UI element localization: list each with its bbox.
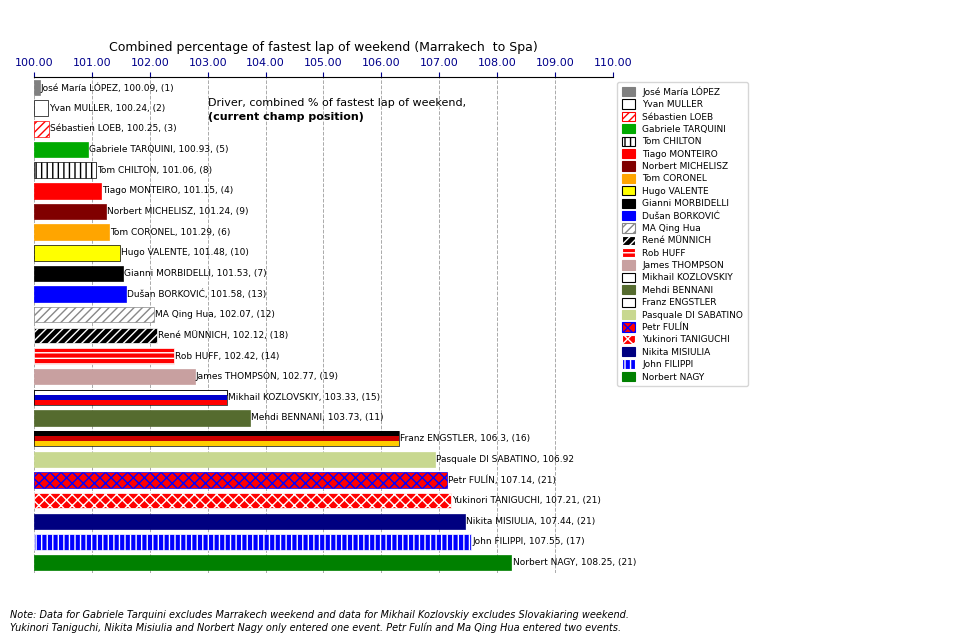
Bar bbox=[34, 307, 153, 323]
Text: (current champ position): (current champ position) bbox=[207, 112, 363, 122]
Bar bbox=[34, 534, 471, 550]
FancyBboxPatch shape bbox=[34, 431, 399, 436]
Bar bbox=[34, 493, 450, 509]
Bar bbox=[34, 348, 174, 364]
Text: Tiago MONTEIRO, 101.15, (4): Tiago MONTEIRO, 101.15, (4) bbox=[102, 187, 233, 196]
Title: Combined percentage of fastest lap of weekend (Marrakech  to Spa): Combined percentage of fastest lap of we… bbox=[109, 40, 537, 54]
Bar bbox=[34, 245, 120, 261]
Text: Nikita MISIULIA, 107.44, (21): Nikita MISIULIA, 107.44, (21) bbox=[465, 517, 594, 526]
Text: Hugo VALENTE, 101.48, (10): Hugo VALENTE, 101.48, (10) bbox=[121, 249, 249, 258]
Bar bbox=[34, 410, 250, 426]
Text: Mikhail KOZLOVSKIY, 103.33, (15): Mikhail KOZLOVSKIY, 103.33, (15) bbox=[228, 393, 380, 402]
Text: José María LÓPEZ, 100.09, (1): José María LÓPEZ, 100.09, (1) bbox=[41, 82, 174, 93]
Bar bbox=[34, 100, 48, 116]
Text: Tom CHILTON, 101.06, (8): Tom CHILTON, 101.06, (8) bbox=[97, 166, 212, 174]
Bar bbox=[34, 162, 96, 178]
Text: MA Qing Hua, 102.07, (12): MA Qing Hua, 102.07, (12) bbox=[155, 310, 275, 320]
Bar bbox=[34, 514, 464, 529]
FancyBboxPatch shape bbox=[34, 436, 399, 441]
Bar bbox=[34, 369, 194, 385]
Text: Driver, combined % of fastest lap of weekend,: Driver, combined % of fastest lap of wee… bbox=[207, 98, 465, 108]
FancyBboxPatch shape bbox=[34, 400, 227, 405]
Bar bbox=[34, 472, 446, 488]
Text: Yukinori TANIGUCHI, 107.21, (21): Yukinori TANIGUCHI, 107.21, (21) bbox=[452, 496, 601, 505]
FancyBboxPatch shape bbox=[34, 441, 399, 447]
Bar bbox=[34, 121, 49, 137]
Text: Gabriele TARQUINI, 100.93, (5): Gabriele TARQUINI, 100.93, (5) bbox=[89, 145, 229, 154]
Text: Pasquale DI SABATINO, 106.92: Pasquale DI SABATINO, 106.92 bbox=[435, 455, 573, 464]
Bar bbox=[34, 266, 123, 281]
Text: Yvan MULLER, 100.24, (2): Yvan MULLER, 100.24, (2) bbox=[49, 104, 165, 112]
Legend: José María LÓPEZ, Yvan MULLER, Sébastien LOEB, Gabriele TARQUINI, Tom CHILTON, T: José María LÓPEZ, Yvan MULLER, Sébastien… bbox=[616, 82, 747, 386]
Bar bbox=[34, 452, 434, 467]
FancyBboxPatch shape bbox=[34, 390, 227, 395]
Text: Sébastien LOEB, 100.25, (3): Sébastien LOEB, 100.25, (3) bbox=[50, 125, 177, 134]
Bar bbox=[34, 142, 88, 157]
Text: Norbert NAGY, 108.25, (21): Norbert NAGY, 108.25, (21) bbox=[512, 558, 635, 567]
Bar bbox=[34, 328, 156, 343]
Bar bbox=[34, 555, 511, 570]
Text: Rob HUFF, 102.42, (14): Rob HUFF, 102.42, (14) bbox=[175, 351, 279, 360]
Text: Tom CORONEL, 101.29, (6): Tom CORONEL, 101.29, (6) bbox=[110, 227, 231, 236]
Text: John FILIPPI, 107.55, (17): John FILIPPI, 107.55, (17) bbox=[472, 537, 584, 546]
Text: Petr FULÍN, 107.14, (21): Petr FULÍN, 107.14, (21) bbox=[447, 475, 556, 485]
Bar bbox=[34, 224, 108, 240]
Bar bbox=[34, 80, 39, 95]
Text: James THOMPSON, 102.77, (19): James THOMPSON, 102.77, (19) bbox=[195, 372, 338, 381]
Bar bbox=[34, 286, 126, 302]
Bar bbox=[34, 204, 106, 219]
Text: Gianni MORBIDELLI, 101.53, (7): Gianni MORBIDELLI, 101.53, (7) bbox=[124, 269, 267, 278]
Text: Norbert MICHELISZ, 101.24, (9): Norbert MICHELISZ, 101.24, (9) bbox=[107, 207, 248, 216]
Text: René MÜNNICH, 102.12, (18): René MÜNNICH, 102.12, (18) bbox=[158, 331, 288, 340]
Text: Mehdi BENNANI, 103.73, (11): Mehdi BENNANI, 103.73, (11) bbox=[251, 413, 383, 422]
FancyBboxPatch shape bbox=[34, 395, 227, 400]
Text: Franz ENGSTLER, 106.3, (16): Franz ENGSTLER, 106.3, (16) bbox=[400, 434, 530, 443]
Text: Note: Data for Gabriele Tarquini excludes Marrakech weekend and data for Mikhail: Note: Data for Gabriele Tarquini exclude… bbox=[10, 610, 628, 633]
Bar bbox=[34, 183, 101, 199]
Text: Dušan BORKOVIĆ, 101.58, (13): Dušan BORKOVIĆ, 101.58, (13) bbox=[127, 289, 266, 299]
